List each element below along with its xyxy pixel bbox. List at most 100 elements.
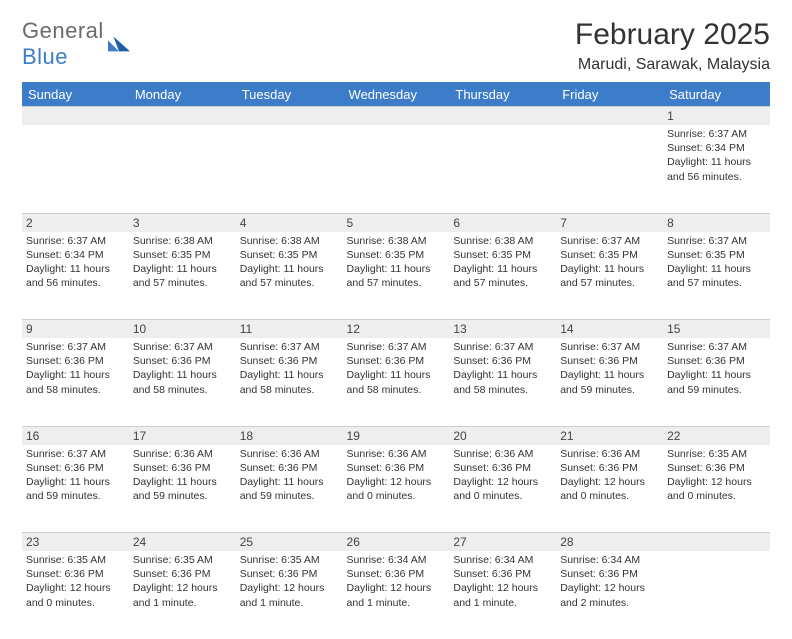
daynum-row: 232425262728: [22, 533, 770, 552]
title-block: February 2025 Marudi, Sarawak, Malaysia: [575, 18, 770, 74]
day-content-cell: Sunrise: 6:37 AMSunset: 6:35 PMDaylight:…: [556, 232, 663, 320]
daylight-text: Daylight: 12 hours and 1 minute.: [240, 581, 339, 609]
day-number-cell: 19: [343, 426, 450, 445]
day-number-cell: 18: [236, 426, 343, 445]
day-content-cell: Sunrise: 6:37 AMSunset: 6:36 PMDaylight:…: [22, 338, 129, 426]
day-content-cell: Sunrise: 6:37 AMSunset: 6:36 PMDaylight:…: [449, 338, 556, 426]
daylight-text: Daylight: 12 hours and 0 minutes.: [347, 475, 446, 503]
day-content-cell: Sunrise: 6:36 AMSunset: 6:36 PMDaylight:…: [129, 445, 236, 533]
sunset-text: Sunset: 6:35 PM: [240, 248, 339, 262]
sunrise-text: Sunrise: 6:35 AM: [667, 447, 766, 461]
day-number-cell: 17: [129, 426, 236, 445]
day-content-cell: [343, 125, 450, 213]
day-number-cell: [343, 107, 450, 126]
day-content-cell: Sunrise: 6:35 AMSunset: 6:36 PMDaylight:…: [236, 551, 343, 639]
sunset-text: Sunset: 6:36 PM: [453, 354, 552, 368]
sunset-text: Sunset: 6:36 PM: [26, 567, 125, 581]
daylight-text: Daylight: 11 hours and 59 minutes.: [560, 368, 659, 396]
sunrise-text: Sunrise: 6:37 AM: [26, 447, 125, 461]
content-row: Sunrise: 6:35 AMSunset: 6:36 PMDaylight:…: [22, 551, 770, 639]
sunset-text: Sunset: 6:36 PM: [347, 567, 446, 581]
weekday-header: Thursday: [449, 83, 556, 107]
weekday-header: Saturday: [663, 83, 770, 107]
daylight-text: Daylight: 11 hours and 57 minutes.: [347, 262, 446, 290]
sunrise-text: Sunrise: 6:37 AM: [453, 340, 552, 354]
day-number-cell: 8: [663, 213, 770, 232]
day-content-cell: Sunrise: 6:35 AMSunset: 6:36 PMDaylight:…: [663, 445, 770, 533]
day-content-cell: Sunrise: 6:37 AMSunset: 6:36 PMDaylight:…: [343, 338, 450, 426]
day-number-cell: 21: [556, 426, 663, 445]
day-content-cell: Sunrise: 6:37 AMSunset: 6:34 PMDaylight:…: [663, 125, 770, 213]
calendar-header-row: SundayMondayTuesdayWednesdayThursdayFrid…: [22, 83, 770, 107]
day-number-cell: [556, 107, 663, 126]
daynum-row: 9101112131415: [22, 320, 770, 339]
sunset-text: Sunset: 6:36 PM: [453, 567, 552, 581]
sunrise-text: Sunrise: 6:37 AM: [347, 340, 446, 354]
sunrise-text: Sunrise: 6:37 AM: [26, 340, 125, 354]
day-number-cell: 22: [663, 426, 770, 445]
weekday-header: Tuesday: [236, 83, 343, 107]
day-content-cell: Sunrise: 6:34 AMSunset: 6:36 PMDaylight:…: [343, 551, 450, 639]
day-content-cell: Sunrise: 6:37 AMSunset: 6:35 PMDaylight:…: [663, 232, 770, 320]
sunrise-text: Sunrise: 6:37 AM: [240, 340, 339, 354]
day-content-cell: [236, 125, 343, 213]
sunrise-text: Sunrise: 6:37 AM: [560, 234, 659, 248]
logo-text-blue: Blue: [22, 44, 68, 69]
day-number-cell: 27: [449, 533, 556, 552]
content-row: Sunrise: 6:37 AMSunset: 6:36 PMDaylight:…: [22, 445, 770, 533]
logo: General Blue: [22, 18, 130, 70]
day-content-cell: Sunrise: 6:37 AMSunset: 6:36 PMDaylight:…: [663, 338, 770, 426]
day-content-cell: Sunrise: 6:35 AMSunset: 6:36 PMDaylight:…: [22, 551, 129, 639]
day-content-cell: Sunrise: 6:37 AMSunset: 6:36 PMDaylight:…: [556, 338, 663, 426]
sunset-text: Sunset: 6:34 PM: [26, 248, 125, 262]
day-content-cell: [449, 125, 556, 213]
daylight-text: Daylight: 11 hours and 58 minutes.: [133, 368, 232, 396]
day-content-cell: Sunrise: 6:38 AMSunset: 6:35 PMDaylight:…: [343, 232, 450, 320]
content-row: Sunrise: 6:37 AMSunset: 6:34 PMDaylight:…: [22, 125, 770, 213]
sunset-text: Sunset: 6:36 PM: [240, 461, 339, 475]
daylight-text: Daylight: 12 hours and 1 minute.: [453, 581, 552, 609]
sunrise-text: Sunrise: 6:38 AM: [453, 234, 552, 248]
sunrise-text: Sunrise: 6:36 AM: [347, 447, 446, 461]
sunrise-text: Sunrise: 6:37 AM: [26, 234, 125, 248]
day-content-cell: Sunrise: 6:37 AMSunset: 6:36 PMDaylight:…: [129, 338, 236, 426]
sunrise-text: Sunrise: 6:37 AM: [560, 340, 659, 354]
sunset-text: Sunset: 6:36 PM: [560, 354, 659, 368]
sunrise-text: Sunrise: 6:38 AM: [347, 234, 446, 248]
day-content-cell: [22, 125, 129, 213]
day-number-cell: [449, 107, 556, 126]
sunset-text: Sunset: 6:34 PM: [667, 141, 766, 155]
daylight-text: Daylight: 11 hours and 59 minutes.: [667, 368, 766, 396]
day-content-cell: [663, 551, 770, 639]
month-title: February 2025: [575, 18, 770, 52]
day-number-cell: 23: [22, 533, 129, 552]
daylight-text: Daylight: 11 hours and 58 minutes.: [347, 368, 446, 396]
daylight-text: Daylight: 11 hours and 58 minutes.: [240, 368, 339, 396]
daynum-row: 16171819202122: [22, 426, 770, 445]
weekday-header: Friday: [556, 83, 663, 107]
day-number-cell: 12: [343, 320, 450, 339]
day-number-cell: 16: [22, 426, 129, 445]
daylight-text: Daylight: 11 hours and 57 minutes.: [453, 262, 552, 290]
day-number-cell: 2: [22, 213, 129, 232]
logo-mark-icon: [108, 36, 130, 52]
sunset-text: Sunset: 6:36 PM: [453, 461, 552, 475]
logo-text: General Blue: [22, 18, 104, 70]
daylight-text: Daylight: 12 hours and 0 minutes.: [560, 475, 659, 503]
day-content-cell: Sunrise: 6:34 AMSunset: 6:36 PMDaylight:…: [556, 551, 663, 639]
daylight-text: Daylight: 11 hours and 59 minutes.: [240, 475, 339, 503]
daylight-text: Daylight: 11 hours and 58 minutes.: [26, 368, 125, 396]
daylight-text: Daylight: 12 hours and 0 minutes.: [26, 581, 125, 609]
day-number-cell: 28: [556, 533, 663, 552]
day-content-cell: Sunrise: 6:37 AMSunset: 6:34 PMDaylight:…: [22, 232, 129, 320]
daylight-text: Daylight: 12 hours and 1 minute.: [347, 581, 446, 609]
sunrise-text: Sunrise: 6:35 AM: [133, 553, 232, 567]
day-content-cell: Sunrise: 6:37 AMSunset: 6:36 PMDaylight:…: [22, 445, 129, 533]
day-number-cell: [129, 107, 236, 126]
sunrise-text: Sunrise: 6:37 AM: [667, 127, 766, 141]
sunset-text: Sunset: 6:36 PM: [560, 567, 659, 581]
day-content-cell: [556, 125, 663, 213]
daylight-text: Daylight: 11 hours and 56 minutes.: [667, 155, 766, 183]
daylight-text: Daylight: 11 hours and 56 minutes.: [26, 262, 125, 290]
sunset-text: Sunset: 6:36 PM: [133, 354, 232, 368]
